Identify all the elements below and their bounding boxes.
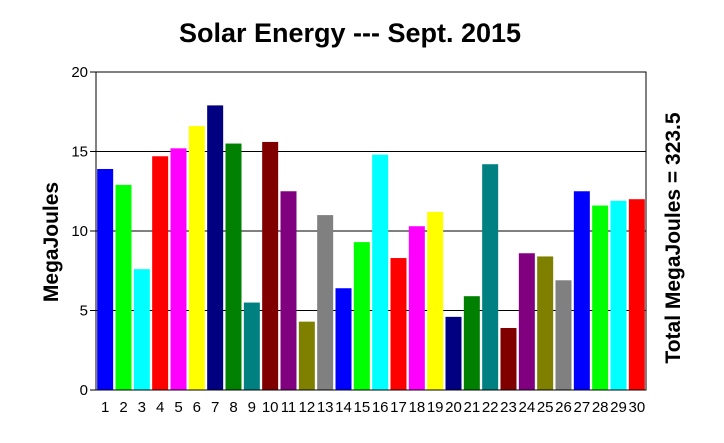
bar-day-6 — [188, 126, 205, 390]
y-axis-ticks: 0 5 10 15 20 — [71, 64, 96, 399]
bar-day-25 — [537, 256, 554, 390]
bar-day-4 — [152, 156, 169, 390]
bar-day-8 — [225, 143, 242, 390]
x-tick-label: 17 — [390, 399, 407, 416]
bar-day-26 — [555, 280, 572, 390]
x-tick-label: 18 — [408, 399, 425, 416]
bar-day-20 — [445, 316, 462, 390]
x-tick-label: 24 — [518, 399, 535, 416]
bar-day-22 — [482, 164, 499, 390]
x-tick-label: 2 — [119, 399, 127, 416]
x-tick-label: 5 — [174, 399, 182, 416]
bar-day-28 — [592, 205, 609, 390]
x-tick-label: 20 — [445, 399, 462, 416]
x-tick-label: 7 — [211, 399, 219, 416]
bar-day-17 — [390, 258, 407, 390]
x-tick-label: 3 — [138, 399, 146, 416]
bar-day-3 — [133, 269, 150, 390]
x-tick-label: 4 — [156, 399, 164, 416]
bar-day-24 — [518, 253, 535, 390]
x-tick-label: 11 — [281, 399, 297, 416]
x-tick-label: 19 — [427, 399, 444, 416]
x-tick-label: 14 — [335, 399, 352, 416]
x-tick-label: 12 — [298, 399, 315, 416]
x-tick-label: 22 — [482, 399, 499, 416]
bar-day-9 — [243, 302, 260, 390]
x-tick-label: 10 — [262, 399, 279, 416]
bar-day-30 — [628, 199, 645, 390]
x-axis-ticks: 1 2 3 4 5 6 7 8 9 10 11 12 13 14 15 16 17 18 19 20 21 22 23 24 2… — [101, 399, 645, 416]
bars — [97, 105, 645, 390]
bar-day-19 — [427, 211, 444, 390]
bar-day-10 — [262, 141, 279, 390]
bar-day-7 — [207, 105, 224, 390]
y-tick-label: 0 — [80, 382, 88, 399]
x-tick-label: 6 — [193, 399, 201, 416]
x-tick-label: 26 — [555, 399, 572, 416]
bar-day-16 — [372, 154, 389, 390]
x-tick-label: 21 — [463, 399, 480, 416]
x-tick-label: 9 — [248, 399, 256, 416]
chart-title: Solar Energy --- Sept. 2015 — [179, 18, 521, 48]
x-tick-label: 23 — [500, 399, 517, 416]
bar-day-21 — [463, 296, 480, 390]
y-tick-label: 15 — [71, 144, 88, 161]
bar-day-23 — [500, 327, 517, 390]
bar-day-18 — [408, 226, 425, 390]
bar-day-11 — [280, 191, 297, 390]
y-gridlines — [96, 151, 646, 311]
x-tick-label: 13 — [317, 399, 334, 416]
x-tick-label: 28 — [592, 399, 609, 416]
x-tick-label: 25 — [537, 399, 554, 416]
x-tick-label: 27 — [573, 399, 590, 416]
y-axis-label: MegaJoules — [40, 182, 63, 302]
bar-day-14 — [335, 288, 352, 390]
y-tick-label: 5 — [80, 303, 88, 320]
y-tick-label: 20 — [71, 64, 88, 81]
bar-day-2 — [115, 184, 132, 390]
total-megajoules-label: Total MegaJoules = 323.5 — [662, 112, 685, 363]
y-tick-label: 10 — [71, 223, 88, 240]
x-tick-label: 29 — [610, 399, 627, 416]
bar-day-1 — [97, 168, 114, 390]
bar-day-12 — [298, 321, 315, 390]
x-tick-label: 16 — [372, 399, 389, 416]
bar-day-15 — [353, 242, 370, 390]
x-tick-label: 30 — [628, 399, 645, 416]
x-tick-label: 8 — [229, 399, 237, 416]
x-tick-label: 1 — [101, 399, 109, 416]
x-tick-label: 15 — [353, 399, 370, 416]
bar-day-29 — [610, 200, 627, 390]
bar-day-13 — [317, 215, 334, 390]
bar-day-27 — [573, 191, 590, 390]
bar-day-5 — [170, 148, 187, 390]
